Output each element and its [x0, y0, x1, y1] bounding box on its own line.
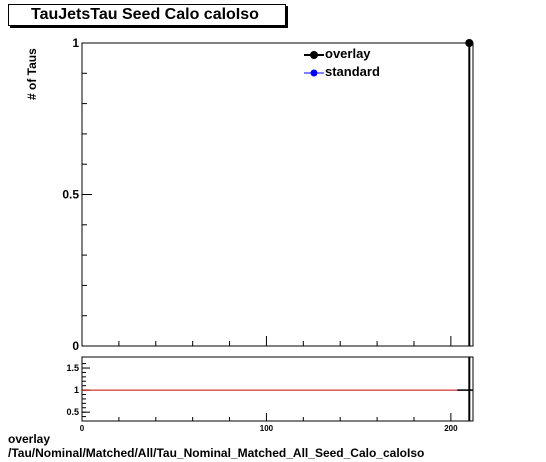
legend-marker-standard — [304, 69, 324, 77]
ratio-x-tick-label: 200 — [444, 424, 458, 433]
ratio-y-tick-label: 1.5 — [66, 363, 79, 373]
chart-title-box: TauJetsTau Seed Calo caloIso — [8, 4, 286, 26]
ratio-plot-frame — [81, 356, 474, 422]
main-y-tick-label: 0.5 — [62, 188, 79, 202]
ratio-plot-axis-ticks: 0.5 1 1.5 0 100 200 — [66, 363, 458, 433]
main-plot-data — [465, 39, 474, 346]
main-plot-border — [81, 42, 474, 347]
ratio-x-tick-label: 0 — [80, 424, 85, 433]
ratio-y-tick-label: 1 — [74, 385, 79, 395]
main-y-tick-label: 0 — [72, 339, 79, 353]
main-plot-frame — [81, 42, 474, 347]
overlay-point — [465, 39, 474, 47]
main-plot-axis-ticks: 00.51 — [62, 36, 452, 353]
legend-marker-overlay — [304, 51, 324, 59]
footer-line-1: overlay — [8, 432, 51, 446]
ratio-x-tick-label: 100 — [260, 424, 274, 433]
footer-line-2: /Tau/Nominal/Matched/All/Tau_Nominal_Mat… — [8, 446, 425, 460]
main-y-tick-label: 1 — [72, 36, 79, 50]
footer-caption: overlay /Tau/Nominal/Matched/All/Tau_Nom… — [8, 432, 424, 460]
ratio-y-tick-label: 0.5 — [66, 407, 79, 417]
ratio-plot-border — [81, 356, 474, 422]
y-axis-label: # of Taus — [25, 48, 39, 100]
legend-label-overlay: overlay — [325, 46, 371, 61]
ratio-plot-data — [82, 357, 473, 421]
chart-title: TauJetsTau Seed Calo caloIso — [31, 6, 259, 23]
legend-label-standard: standard — [325, 64, 380, 79]
